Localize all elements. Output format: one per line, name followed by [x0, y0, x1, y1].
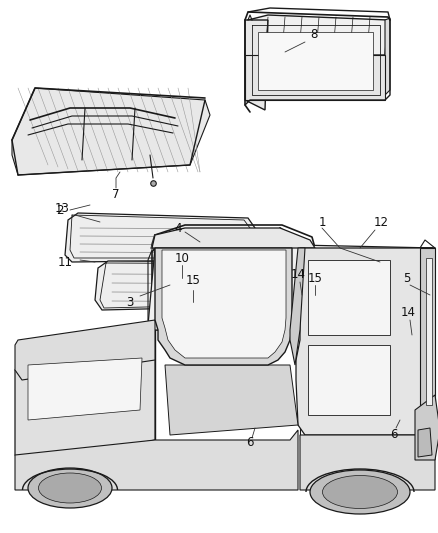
Polygon shape [95, 261, 316, 310]
Polygon shape [148, 242, 435, 330]
Ellipse shape [28, 468, 112, 508]
Polygon shape [385, 18, 390, 95]
Text: 3: 3 [126, 295, 134, 309]
Polygon shape [415, 395, 438, 460]
Polygon shape [308, 345, 390, 415]
Text: 4: 4 [174, 222, 182, 235]
Polygon shape [245, 55, 385, 100]
Text: 8: 8 [310, 28, 318, 42]
Text: 12: 12 [374, 215, 389, 229]
Polygon shape [300, 420, 435, 490]
Text: 2: 2 [56, 204, 64, 216]
Polygon shape [28, 358, 142, 420]
Text: 11: 11 [57, 255, 73, 269]
Polygon shape [165, 365, 298, 435]
Ellipse shape [39, 473, 102, 503]
Polygon shape [12, 88, 210, 175]
Ellipse shape [322, 475, 398, 508]
Text: 14: 14 [400, 305, 416, 319]
Text: 13: 13 [55, 201, 70, 214]
Text: 6: 6 [390, 427, 398, 440]
Text: 6: 6 [246, 437, 254, 449]
Polygon shape [152, 228, 315, 248]
Polygon shape [258, 32, 373, 90]
Polygon shape [418, 428, 432, 457]
Polygon shape [155, 248, 292, 365]
Text: 5: 5 [403, 271, 411, 285]
Polygon shape [308, 260, 390, 335]
Polygon shape [426, 258, 432, 405]
Text: 14: 14 [290, 269, 305, 281]
Text: 15: 15 [186, 273, 201, 287]
Text: 15: 15 [307, 271, 322, 285]
Polygon shape [15, 430, 298, 490]
Polygon shape [420, 248, 435, 420]
Polygon shape [245, 20, 268, 110]
Polygon shape [162, 250, 286, 358]
Polygon shape [15, 335, 155, 465]
Text: 1: 1 [318, 215, 326, 229]
Polygon shape [65, 213, 255, 262]
Polygon shape [296, 248, 435, 435]
Ellipse shape [310, 470, 410, 514]
Text: 7: 7 [112, 189, 120, 201]
Polygon shape [245, 15, 388, 55]
Polygon shape [15, 320, 155, 380]
Polygon shape [290, 248, 305, 365]
Text: 10: 10 [175, 252, 190, 264]
